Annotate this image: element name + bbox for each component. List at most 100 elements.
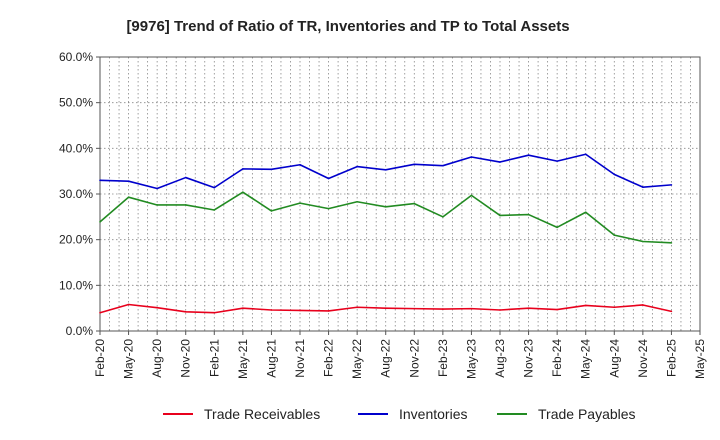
data-point-inventories: [242, 168, 244, 170]
x-tick-label: Feb-23: [436, 339, 450, 377]
series-line-inventories: [99, 153, 672, 190]
y-tick-label: 50.0%: [59, 96, 93, 110]
x-tick-label: Feb-25: [664, 339, 678, 377]
x-tick-label: Feb-24: [550, 339, 564, 377]
x-tick-label: May-21: [236, 339, 250, 379]
data-point-trade-payables: [384, 205, 387, 208]
data-point-trade-payables: [613, 234, 616, 236]
data-point-trade-payables: [584, 211, 587, 214]
data-point-trade-receivables: [613, 306, 616, 309]
data-point-trade-receivables: [442, 308, 444, 310]
y-axis: 0.0% 10.0% 20.0% 30.0% 40.0% 50.0% 60.0%: [59, 50, 100, 338]
x-axis: Feb-20 May-20 Aug-20 Nov-20 Feb-21 May-21 Aug-…: [93, 331, 707, 379]
data-point-trade-receivables: [670, 310, 673, 313]
data-point-trade-receivables: [99, 311, 101, 314]
x-tick-label: Aug-20: [150, 339, 164, 378]
data-point-trade-receivables: [127, 303, 130, 306]
data-point-inventories: [613, 173, 616, 176]
data-point-trade-payables: [156, 204, 158, 206]
data-point-inventories: [499, 161, 501, 163]
data-point-trade-receivables: [184, 311, 187, 313]
data-point-trade-receivables: [499, 309, 501, 311]
data-point-trade-payables: [184, 204, 187, 206]
data-point-trade-receivables: [242, 307, 244, 309]
y-tick-label: 0.0%: [66, 324, 94, 338]
data-point-trade-receivables: [642, 304, 644, 306]
x-tick-label: May-22: [350, 339, 364, 379]
data-point-inventories: [442, 164, 444, 167]
data-point-inventories: [670, 184, 673, 186]
data-point-trade-receivables: [270, 309, 273, 311]
x-tick-label: May-23: [464, 339, 478, 379]
x-tick-label: Aug-22: [379, 339, 393, 378]
data-point-inventories: [299, 163, 301, 166]
data-point-trade-payables: [413, 202, 416, 205]
x-tick-label: May-25: [693, 339, 707, 379]
grid: [100, 57, 700, 331]
data-point-inventories: [384, 168, 387, 171]
data-point-trade-receivables: [213, 311, 216, 314]
data-point-trade-receivables: [384, 307, 387, 309]
data-point-trade-receivables: [327, 310, 330, 312]
legend: Trade Receivables Inventories Trade Payabl…: [163, 406, 636, 422]
data-point-trade-payables: [442, 216, 444, 218]
x-tick-label: Aug-23: [493, 339, 507, 378]
x-tick-label: Feb-22: [322, 339, 336, 377]
y-tick-label: 20.0%: [59, 233, 93, 247]
data-point-trade-receivables: [156, 306, 158, 309]
data-point-inventories: [127, 180, 130, 183]
data-point-inventories: [470, 156, 473, 158]
data-point-trade-payables: [356, 200, 358, 203]
data-point-trade-payables: [470, 194, 473, 197]
data-point-trade-payables: [299, 202, 301, 204]
chart-title: [9976] Trend of Ratio of TR, Inventories…: [126, 18, 569, 35]
data-point-trade-payables: [670, 242, 673, 244]
data-point-trade-payables: [127, 196, 130, 198]
data-point-trade-receivables: [413, 307, 416, 310]
x-tick-label: May-24: [579, 339, 593, 379]
data-point-trade-receivables: [299, 309, 301, 312]
x-tick-label: Nov-24: [636, 339, 650, 378]
data-point-trade-receivables: [356, 306, 358, 309]
data-point-trade-receivables: [556, 308, 558, 311]
x-tick-label: Aug-21: [264, 339, 278, 378]
x-tick-label: Nov-23: [522, 339, 536, 378]
data-point-trade-payables: [99, 221, 101, 223]
data-point-trade-payables: [213, 209, 216, 211]
data-point-trade-payables: [499, 214, 501, 217]
data-point-trade-payables: [242, 191, 244, 193]
data-point-inventories: [356, 165, 358, 168]
legend-label-trade-payables: Trade Payables: [538, 406, 636, 422]
x-tick-label: Nov-20: [179, 339, 193, 378]
x-tick-label: Nov-21: [293, 339, 307, 378]
y-tick-label: 40.0%: [59, 141, 93, 155]
data-point-inventories: [327, 177, 330, 180]
data-point-trade-payables: [527, 213, 530, 216]
x-tick-label: Nov-22: [407, 339, 421, 378]
data-point-inventories: [213, 186, 216, 189]
data-point-inventories: [642, 186, 644, 188]
x-tick-label: Aug-24: [607, 339, 621, 378]
data-point-trade-receivables: [584, 304, 587, 307]
data-point-trade-receivables: [470, 307, 473, 310]
y-tick-label: 60.0%: [59, 50, 93, 64]
data-point-trade-payables: [327, 207, 330, 210]
y-tick-label: 30.0%: [59, 187, 93, 201]
data-point-trade-payables: [556, 226, 558, 229]
data-point-inventories: [413, 163, 416, 166]
legend-label-trade-receivables: Trade Receivables: [204, 406, 320, 422]
data-point-inventories: [99, 179, 101, 182]
x-tick-label: Feb-20: [93, 339, 107, 377]
legend-label-inventories: Inventories: [399, 406, 467, 422]
y-tick-label: 10.0%: [59, 278, 93, 292]
data-point-trade-receivables: [527, 307, 530, 309]
data-point-inventories: [270, 168, 273, 171]
data-point-trade-payables: [642, 240, 644, 243]
data-point-inventories: [556, 160, 558, 162]
data-point-inventories: [584, 153, 587, 156]
data-point-inventories: [527, 154, 530, 156]
data-point-inventories: [184, 176, 187, 179]
x-tick-label: Feb-21: [207, 339, 221, 377]
x-tick-label: May-20: [122, 339, 136, 379]
